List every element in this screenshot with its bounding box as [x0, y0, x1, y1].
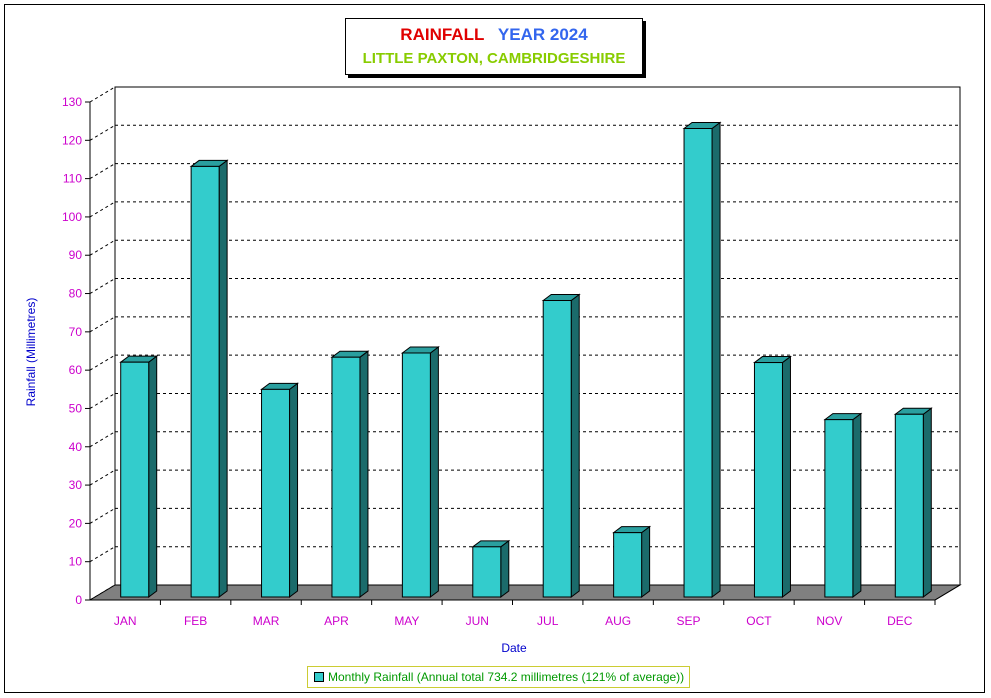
chart-title-box: RAINFALL YEAR 2024 LITTLE PAXTON, CAMBRI… [345, 18, 643, 75]
bar-side [570, 293, 580, 598]
bar [189, 159, 229, 598]
x-tick-label: OCT [746, 614, 772, 628]
bar [823, 412, 863, 598]
bar-front [683, 127, 713, 598]
y-tick-label: 10 [69, 555, 83, 569]
y-tick-label: 60 [69, 363, 83, 377]
bar-side [359, 350, 369, 598]
bar [330, 350, 370, 598]
bar-side [781, 355, 791, 598]
bar [893, 407, 933, 598]
bar [471, 539, 511, 598]
wall-gridline [89, 393, 116, 409]
y-tick-label: 100 [62, 210, 82, 224]
x-tick-label: AUG [605, 614, 631, 628]
bar-side [641, 525, 651, 598]
wall-gridline [89, 546, 116, 563]
y-tick-label: 80 [69, 287, 83, 301]
floor-edge [934, 584, 961, 601]
wall-gridline [89, 124, 116, 141]
bar-side [852, 412, 862, 598]
bar-front [331, 356, 361, 598]
bar-front [894, 413, 924, 598]
wall-gridline [89, 431, 116, 448]
bars [119, 121, 933, 598]
bar-front [472, 546, 502, 598]
wall-gridline [89, 469, 116, 486]
bar [612, 525, 652, 598]
bar-side [218, 159, 228, 598]
bar-front [261, 388, 291, 598]
wall-gridline [89, 86, 116, 103]
y-tick-label: 20 [69, 516, 83, 530]
bar-side [922, 407, 932, 598]
legend: Monthly Rainfall (Annual total 734.2 mil… [307, 666, 691, 688]
x-axis-labels: JAN FEB MAR APR MAY JUN JUL AUG SEP OCT NOV DEC [114, 600, 936, 628]
x-tick-label: FEB [184, 614, 207, 628]
title-year: YEAR 2024 [497, 25, 588, 44]
y-tick-label: 50 [69, 401, 83, 415]
bar-front [401, 352, 431, 598]
y-tick-label: 130 [62, 95, 82, 109]
y-tick-label: 40 [69, 440, 83, 454]
y-tick-label: 30 [69, 478, 83, 492]
wall-gridline [89, 507, 116, 524]
legend-swatch [314, 672, 324, 682]
bar-front [190, 165, 220, 598]
wall-gridline [89, 278, 116, 294]
x-tick-label: JUL [537, 614, 559, 628]
y-tick-label: 0 [75, 593, 82, 607]
chart-title: RAINFALL YEAR 2024 [346, 25, 642, 45]
bar-front [824, 419, 854, 598]
bar [541, 293, 581, 598]
bar-front [120, 361, 150, 598]
bar [260, 382, 300, 598]
wall-gridline [89, 239, 116, 256]
x-tick-label: APR [324, 614, 349, 628]
x-tick-label: MAR [253, 614, 280, 628]
bar [400, 345, 440, 598]
title-rainfall: RAINFALL [400, 25, 485, 44]
bar-side [711, 121, 721, 598]
legend-label: Monthly Rainfall (Annual total 734.2 mil… [328, 670, 685, 684]
x-tick-label: SEP [677, 614, 701, 628]
bar-front [542, 299, 572, 598]
x-axis-title: Date [501, 641, 527, 655]
x-tick-label: DEC [887, 614, 913, 628]
bar [752, 355, 792, 598]
y-tick-label: 110 [63, 172, 82, 186]
x-tick-label: MAY [394, 614, 419, 628]
bar-side [500, 539, 510, 598]
bar-side [429, 345, 439, 598]
bar [119, 355, 159, 598]
bar-side [148, 355, 158, 598]
y-axis-ticks: 0 10 20 30 40 50 60 70 80 90 100 110 120 130 [62, 95, 90, 607]
bar [682, 121, 722, 598]
bar-side [289, 382, 299, 598]
chart-subtitle: LITTLE PAXTON, CAMBRIDGESHIRE [362, 50, 626, 67]
y-axis-title: Rainfall (Millimetres) [24, 298, 38, 407]
wall-gridline [89, 163, 116, 180]
x-tick-label: NOV [816, 614, 842, 628]
bar-front [613, 532, 643, 598]
y-tick-label: 70 [69, 325, 83, 339]
wall-gridline [89, 316, 116, 333]
y-tick-label: 90 [69, 248, 83, 262]
x-tick-label: JUN [466, 614, 489, 628]
bar-front [753, 362, 783, 598]
x-tick-label: JAN [114, 614, 137, 628]
wall-gridline [89, 354, 116, 371]
chart-walls [89, 86, 961, 601]
wall-gridline [89, 201, 116, 218]
y-tick-label: 120 [62, 133, 82, 147]
